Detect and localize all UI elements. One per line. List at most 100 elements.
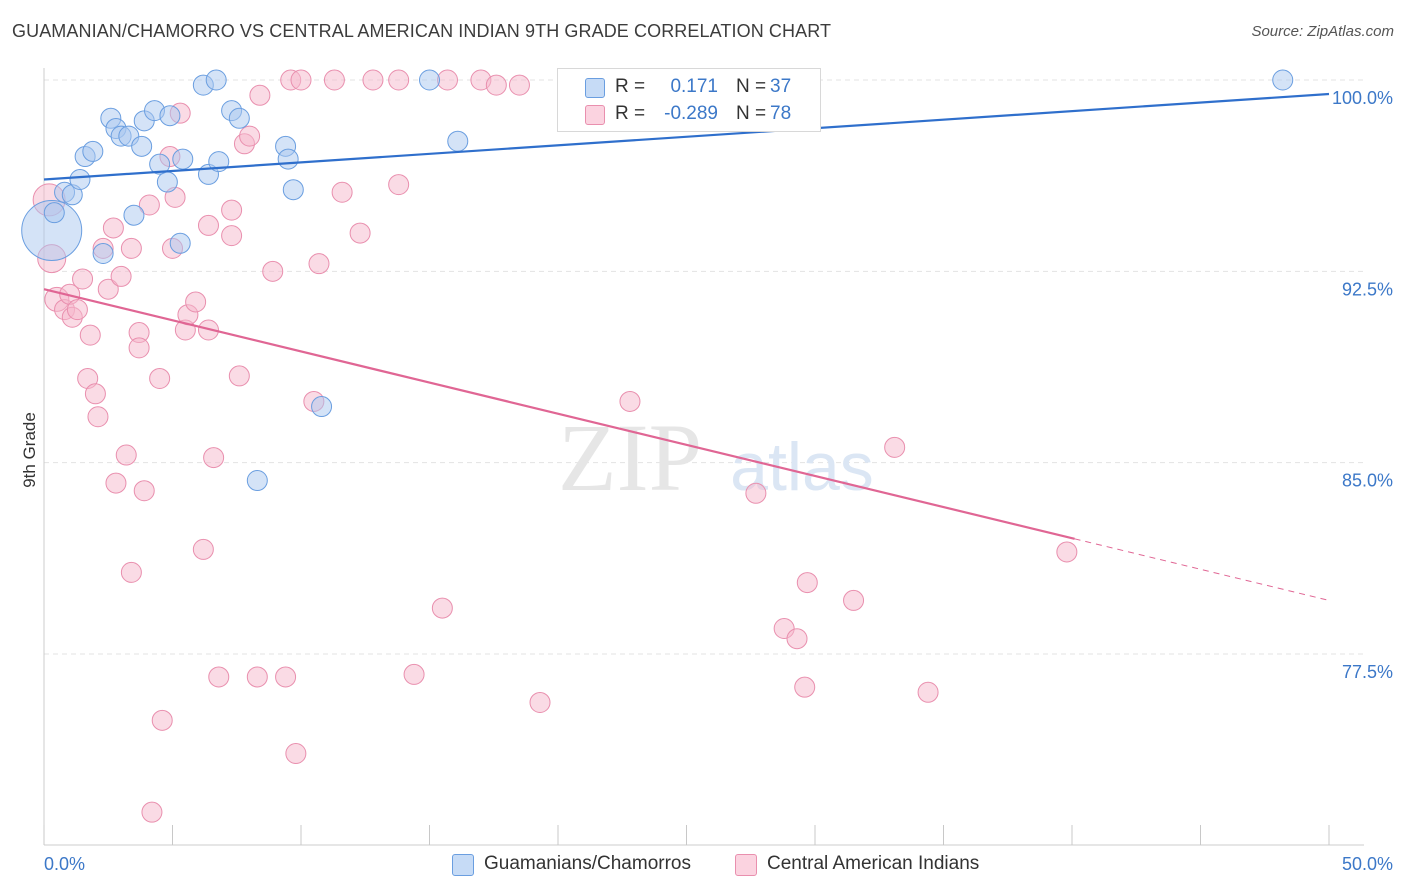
y-axis-label: 9th Grade [20,412,39,488]
data-point [239,125,261,147]
data-point [362,69,384,91]
data-point [185,291,207,313]
data-point [149,153,171,175]
data-point [431,597,453,619]
bottom-legend-swatch [735,854,757,876]
data-point [275,666,297,688]
data-point [796,572,818,594]
y-tick-label: 77.5% [1342,662,1393,682]
y-tick-label: 100.0% [1332,88,1393,108]
data-point [436,69,458,91]
x-tick-label: 0.0% [44,854,85,874]
legend-n-label: N = [736,76,767,97]
bottom-legend-swatch [452,854,474,876]
series-guamanians-chamorros [21,69,1294,492]
legend-row-blue: R = 0.171 N = 37 [558,72,820,102]
data-point [151,709,173,731]
data-point [105,472,127,494]
data-point [205,69,227,91]
data-point [66,299,88,321]
data-point [133,480,155,502]
data-point [82,140,104,162]
data-point [745,482,767,504]
y-tick-label: 85.0% [1342,471,1393,491]
data-point [282,179,304,201]
data-point [141,801,163,823]
data-point [79,324,101,346]
data-point [97,278,119,300]
source-label: Source: ZipAtlas.com [1251,23,1394,40]
data-point [388,69,410,91]
data-point [21,200,83,262]
legend-swatch-pink [585,105,605,125]
data-point [221,225,243,247]
data-point [169,232,191,254]
data-point [1272,69,1294,91]
data-point [221,199,243,221]
data-point [120,237,142,259]
data-point [72,268,94,290]
legend-n-label: N = [736,103,767,124]
data-point [388,174,410,196]
data-point [619,390,641,412]
data-point [1056,541,1078,563]
data-point [529,691,551,713]
data-point [786,628,808,650]
data-point [508,74,530,96]
legend-r-label: R = [615,76,646,97]
data-point [197,214,219,236]
bottom-legend-label: Central American Indians [767,853,980,874]
chart-title: GUAMANIAN/CHAMORRO VS CENTRAL AMERICAN I… [12,21,832,41]
data-point [228,365,250,387]
data-point [208,666,230,688]
data-point [290,69,312,91]
data-point [228,107,250,129]
data-point [128,337,150,359]
data-point [447,130,469,152]
data-point [69,168,91,190]
data-point [131,135,153,157]
data-point [349,222,371,244]
data-point [43,202,65,224]
data-point [843,589,865,611]
tick-labels: 100.0% 92.5% 85.0% 77.5% 0.0% 50.0% [44,88,1393,874]
data-point [172,148,194,170]
legend-r-label: R = [615,103,646,124]
data-point [917,681,939,703]
data-point [246,666,268,688]
legend-r-value: 0.171 [670,76,718,97]
trend-line-central-american [43,288,1075,540]
legend-n-value: 78 [770,103,792,124]
data-point [84,383,106,405]
trend-line-guamanians [43,92,1330,181]
bottom-legend-label: Guamanians/Chamorros [484,853,691,874]
data-point [277,148,299,170]
data-point [149,367,171,389]
data-point [203,447,225,469]
y-tick-label: 92.5% [1342,279,1393,299]
legend-r-value: -0.289 [664,103,718,124]
data-point [262,260,284,282]
data-point [884,436,906,458]
data-point [794,676,816,698]
legend-swatch-blue [585,78,605,98]
data-point [485,74,507,96]
data-point [102,217,124,239]
data-point [249,84,271,106]
trend-line-dashed-extension [1074,538,1330,601]
data-point [331,181,353,203]
axes [43,68,1364,846]
data-point [92,242,114,264]
data-point [192,538,214,560]
watermark: ZIP atlas [558,404,874,511]
data-point [87,406,109,428]
data-point [419,69,440,91]
data-point [156,171,178,193]
legend-n-value: 37 [770,76,792,97]
data-point [120,561,142,583]
data-point [323,69,345,91]
data-point [308,253,330,275]
data-point [110,265,132,287]
data-point [311,396,333,418]
